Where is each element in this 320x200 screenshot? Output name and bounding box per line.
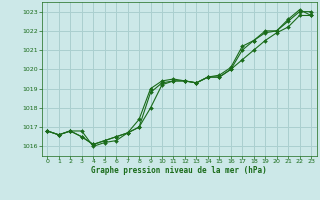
X-axis label: Graphe pression niveau de la mer (hPa): Graphe pression niveau de la mer (hPa) xyxy=(91,166,267,175)
